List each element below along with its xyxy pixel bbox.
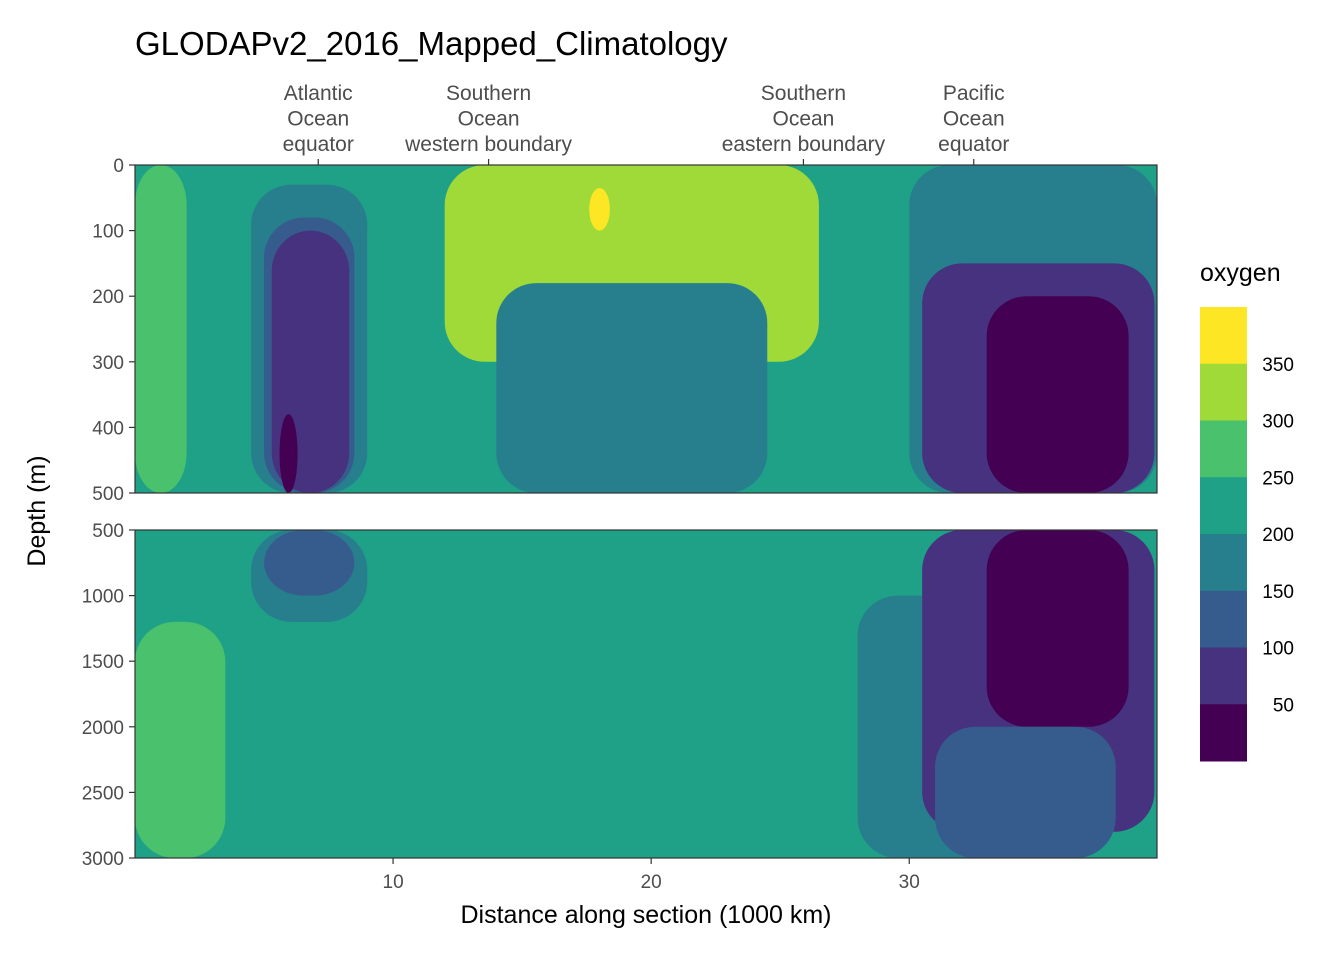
upper-y-axis: 0 100 200 300 400 500: [92, 156, 135, 505]
legend-swatch: [1200, 590, 1247, 648]
upper-panel: [135, 165, 1157, 493]
section-label-line: Ocean: [458, 108, 520, 131]
field-southern-max: [589, 187, 610, 231]
legend-break-label: 150: [1262, 582, 1294, 603]
legend-break-label: 50: [1273, 695, 1294, 716]
legend-swatch: [1200, 534, 1247, 592]
field-atlantic-min: [279, 414, 298, 493]
section-label-line: equator: [938, 133, 1009, 156]
x-tick-label: 10: [383, 872, 404, 893]
y-tick-label: 2500: [82, 783, 124, 804]
y-tick-label: 300: [92, 353, 124, 374]
legend-swatch: [1200, 704, 1247, 762]
y-tick-label: 1500: [82, 652, 124, 673]
y-tick-label: 400: [92, 418, 124, 439]
y-tick-label: 1000: [82, 587, 124, 608]
y-tick-label: 2000: [82, 718, 124, 739]
field-southern-intermediate: [496, 283, 768, 493]
legend-break-label: 200: [1262, 525, 1294, 546]
y-tick-label: 0: [113, 156, 124, 177]
section-label-line: Atlantic: [284, 82, 353, 105]
y-tick-label: 100: [92, 222, 124, 243]
y-tick-label: 3000: [82, 849, 124, 870]
field-pacific-deep: [935, 726, 1116, 858]
field-pacific-min: [986, 530, 1129, 727]
x-tick-label: 30: [899, 872, 920, 893]
legend-break-label: 250: [1262, 468, 1294, 489]
legend-swatch: [1200, 420, 1247, 478]
legend-break-label: 100: [1262, 639, 1294, 660]
y-tick-label: 500: [92, 521, 124, 542]
section-label-line: western boundary: [404, 133, 572, 156]
legend-break-label: 300: [1262, 412, 1294, 433]
section-labels: AtlanticOceanequatorSouthernOceanwestern…: [283, 82, 1009, 165]
section-label-line: Ocean: [287, 108, 349, 131]
upper-panel-border: [134, 164, 1158, 494]
section-label-line: eastern boundary: [722, 133, 886, 156]
oxygen-legend: oxygen 50 100 150 200 250 300 350: [1200, 259, 1294, 762]
section-label-line: Pacific: [943, 82, 1005, 105]
legend-break-label: 350: [1262, 355, 1294, 376]
section-label-line: Southern: [761, 82, 846, 105]
lower-y-axis: 500 1000 1500 2000 2500 3000: [82, 521, 135, 870]
section-label-line: Ocean: [772, 108, 834, 131]
legend-swatch: [1200, 647, 1247, 705]
legend-swatch: [1200, 363, 1247, 421]
y-axis-title: Depth (m): [23, 455, 51, 566]
x-tick-label: 20: [641, 872, 662, 893]
x-axis-title: Distance along section (1000 km): [460, 901, 831, 929]
field-atlantic-surface: [135, 165, 187, 493]
lower-panel: [135, 530, 1157, 858]
field-atlantic-deep: [135, 621, 226, 858]
y-tick-label: 500: [92, 484, 124, 505]
legend-swatch: [1200, 477, 1247, 535]
field-pacific-min: [986, 296, 1129, 493]
section-label-line: Southern: [446, 82, 531, 105]
field-atlantic-omz-core: [264, 530, 355, 596]
x-axis: 10 20 30: [383, 858, 920, 893]
section-label-line: equator: [283, 133, 354, 156]
chart-title: GLODAPv2_2016_Mapped_Climatology: [135, 25, 728, 62]
y-tick-label: 200: [92, 287, 124, 308]
section-label-line: Ocean: [943, 108, 1005, 131]
legend-swatch: [1200, 307, 1247, 365]
lower-panel-border: [134, 529, 1158, 859]
legend-title: oxygen: [1200, 259, 1281, 287]
